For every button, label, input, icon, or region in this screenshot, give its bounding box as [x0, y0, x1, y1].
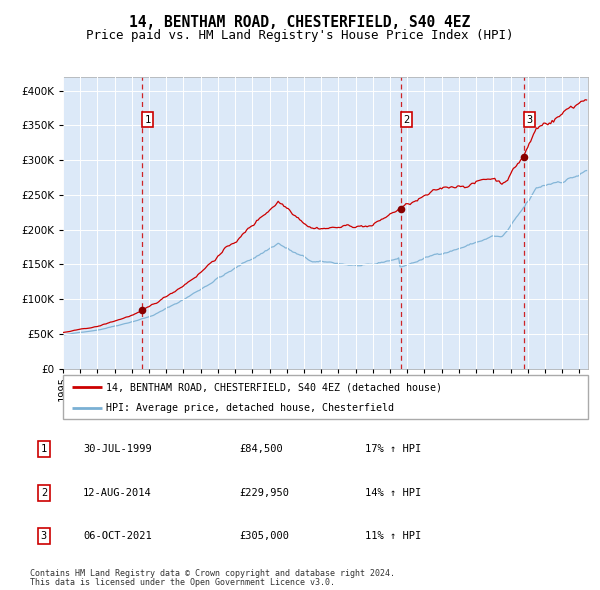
- Text: 1: 1: [41, 444, 47, 454]
- Text: 14% ↑ HPI: 14% ↑ HPI: [365, 489, 421, 499]
- Text: HPI: Average price, detached house, Chesterfield: HPI: Average price, detached house, Ches…: [106, 403, 394, 413]
- Text: £84,500: £84,500: [239, 444, 283, 454]
- Text: Price paid vs. HM Land Registry's House Price Index (HPI): Price paid vs. HM Land Registry's House …: [86, 30, 514, 42]
- Text: £305,000: £305,000: [239, 532, 289, 541]
- Text: 3: 3: [41, 532, 47, 541]
- Text: 14, BENTHAM ROAD, CHESTERFIELD, S40 4EZ (detached house): 14, BENTHAM ROAD, CHESTERFIELD, S40 4EZ …: [106, 382, 442, 392]
- Text: 30-JUL-1999: 30-JUL-1999: [83, 444, 152, 454]
- Text: 1: 1: [145, 115, 151, 125]
- Text: This data is licensed under the Open Government Licence v3.0.: This data is licensed under the Open Gov…: [30, 578, 335, 587]
- Text: 2: 2: [41, 489, 47, 499]
- Text: 3: 3: [526, 115, 533, 125]
- Text: Contains HM Land Registry data © Crown copyright and database right 2024.: Contains HM Land Registry data © Crown c…: [30, 569, 395, 578]
- Text: 14, BENTHAM ROAD, CHESTERFIELD, S40 4EZ: 14, BENTHAM ROAD, CHESTERFIELD, S40 4EZ: [130, 15, 470, 30]
- Text: 11% ↑ HPI: 11% ↑ HPI: [365, 532, 421, 541]
- Text: 2: 2: [403, 115, 410, 125]
- Text: 17% ↑ HPI: 17% ↑ HPI: [365, 444, 421, 454]
- Text: £229,950: £229,950: [239, 489, 289, 499]
- Text: 12-AUG-2014: 12-AUG-2014: [83, 489, 152, 499]
- Text: 06-OCT-2021: 06-OCT-2021: [83, 532, 152, 541]
